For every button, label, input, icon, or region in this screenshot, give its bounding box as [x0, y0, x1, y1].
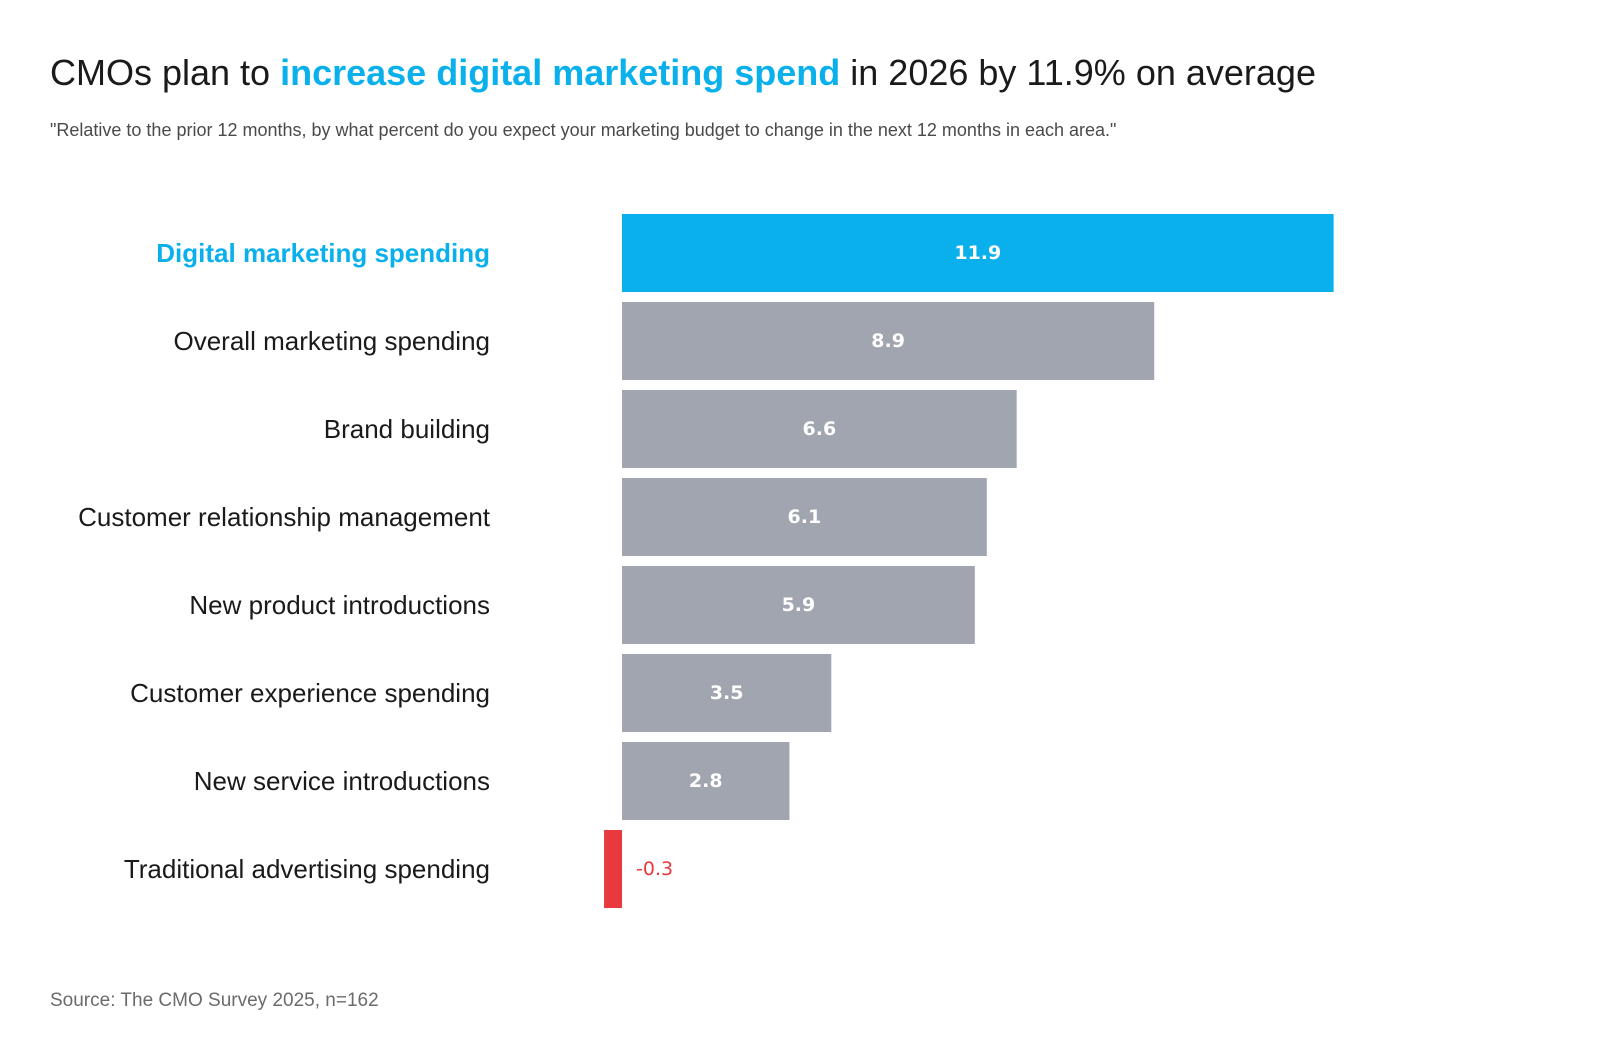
bar-brand-building: [622, 390, 1017, 468]
title-prefix: CMOs plan to: [50, 52, 281, 93]
value-label-new-service-introductions: 2.8: [689, 770, 723, 792]
chart-title: CMOs plan to increase digital marketing …: [50, 52, 1316, 94]
value-label-traditional-advertising-spending: -0.3: [636, 858, 673, 880]
value-label-customer-relationship-management: 6.1: [788, 506, 822, 528]
value-label-overall-marketing-spending: 8.9: [871, 330, 905, 352]
category-label-traditional-advertising-spending: Traditional advertising spending: [124, 854, 490, 884]
category-label-new-service-introductions: New service introductions: [194, 766, 490, 796]
title-suffix: in 2026 by 11.9% on average: [840, 52, 1316, 93]
bar-digital-marketing-spending: [622, 214, 1334, 292]
source-note: Source: The CMO Survey 2025, n=162: [50, 990, 379, 1011]
value-label-new-product-introductions: 5.9: [782, 594, 816, 616]
bar-chart: Digital marketing spending Overall market…: [78, 214, 1334, 908]
bar-new-service-introductions: [622, 742, 790, 820]
category-label-brand-building: Brand building: [324, 414, 490, 444]
bar-overall-marketing-spending: [622, 302, 1155, 380]
bars: [604, 214, 1334, 908]
title-highlight: increase digital marketing spend: [280, 52, 841, 93]
bar-traditional-advertising-spending: [604, 830, 622, 908]
category-label-digital-marketing-spending: Digital marketing spending: [156, 238, 490, 268]
bar-new-product-introductions: [622, 566, 975, 644]
category-labels: Digital marketing spending Overall market…: [78, 238, 491, 884]
category-label-customer-experience-spending: Customer experience spending: [130, 678, 490, 708]
category-label-overall-marketing-spending: Overall marketing spending: [174, 326, 491, 356]
value-label-customer-experience-spending: 3.5: [710, 682, 744, 704]
bar-customer-experience-spending: [622, 654, 832, 732]
category-label-customer-relationship-management: Customer relationship management: [78, 502, 491, 532]
value-label-digital-marketing-spending: 11.9: [954, 242, 1001, 264]
chart-subtitle: "Relative to the prior 12 months, by wha…: [50, 120, 1117, 140]
value-label-brand-building: 6.6: [803, 418, 837, 440]
bar-customer-relationship-management: [622, 478, 987, 556]
category-label-new-product-introductions: New product introductions: [189, 590, 490, 620]
value-labels: 11.9 8.9 6.6 6.1 5.9 3.5 2.8 -0.3: [636, 242, 1001, 880]
